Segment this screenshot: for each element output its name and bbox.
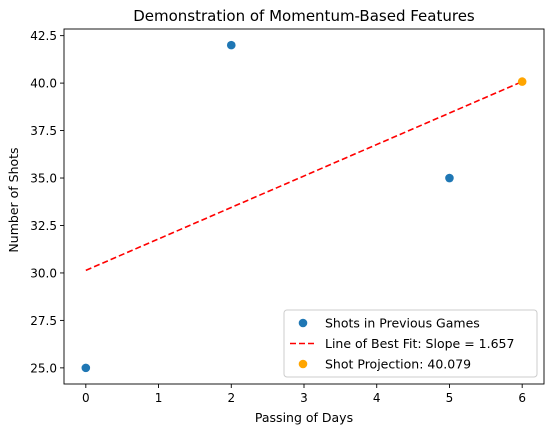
y-tick-label: 40.0: [30, 77, 57, 91]
x-tick-label: 3: [300, 391, 308, 405]
chart-title: Demonstration of Momentum-Based Features: [133, 7, 475, 25]
y-tick-label: 30.0: [30, 266, 57, 280]
axes: 0 1 2 3 4 5 6 25.0 27.5 30.0 32.5 35.0 37.5 40.0 42.5: [30, 29, 526, 405]
projection-point: [517, 77, 527, 86]
data-point: [226, 40, 236, 50]
best-fit-line: [85, 80, 523, 272]
x-tick-label: 2: [227, 391, 235, 405]
y-tick-label: 27.5: [30, 314, 57, 328]
y-tick-label: 42.5: [30, 29, 57, 43]
legend-label: Line of Best Fit: Slope = 1.657: [325, 336, 514, 351]
y-tick-label: 37.5: [30, 124, 57, 138]
x-tick-label: 5: [446, 391, 454, 405]
x-tick-label: 6: [518, 391, 526, 405]
y-axis-label: Number of Shots: [6, 147, 21, 252]
x-tick-label: 1: [155, 391, 163, 405]
data-point: [81, 363, 91, 373]
y-tick-label: 35.0: [30, 172, 57, 186]
legend-label: Shots in Previous Games: [325, 316, 480, 331]
y-tick-label: 32.5: [30, 219, 57, 233]
legend-box: [283, 309, 538, 378]
legend-marker: [298, 359, 308, 369]
legend-label: Shot Projection: 40.079: [325, 357, 471, 372]
data-point: [445, 173, 454, 183]
x-tick-label: 4: [373, 391, 381, 405]
y-tick-label: 25.0: [30, 361, 57, 375]
plot-area: [81, 40, 527, 373]
legend: Shots in Previous Games Line of Best Fit:…: [283, 309, 538, 378]
legend-marker: [298, 318, 308, 328]
x-tick-label: 0: [82, 391, 90, 405]
x-axis-label: Passing of Days: [255, 410, 353, 425]
